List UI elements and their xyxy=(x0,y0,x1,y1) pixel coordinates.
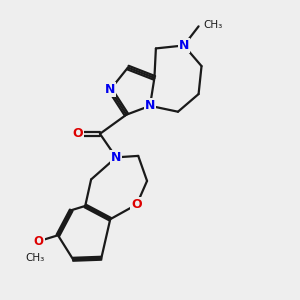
Text: CH₃: CH₃ xyxy=(203,20,222,30)
Text: N: N xyxy=(105,83,116,96)
Text: O: O xyxy=(73,127,83,140)
Text: CH₃: CH₃ xyxy=(26,253,45,263)
Text: O: O xyxy=(131,198,142,211)
Text: N: N xyxy=(111,151,121,164)
Text: N: N xyxy=(179,39,189,52)
Text: N: N xyxy=(145,99,155,112)
Text: O: O xyxy=(34,235,44,248)
